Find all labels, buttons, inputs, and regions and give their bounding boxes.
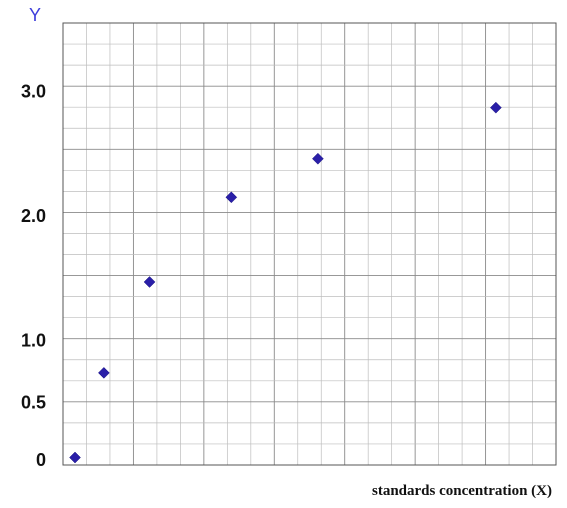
y-tick-label: 0.5 (21, 393, 46, 413)
y-tick-label: 2.0 (21, 206, 46, 226)
data-point (69, 451, 81, 464)
data-point (143, 276, 156, 288)
data-points (69, 101, 502, 464)
y-tick-label: 0 (36, 450, 46, 470)
data-point (490, 101, 502, 114)
x-axis-label: standards concentration (X) (372, 483, 552, 499)
data-point (98, 367, 110, 379)
y-tick-label: 1.0 (21, 330, 46, 350)
data-point (225, 191, 238, 204)
y-tick-labels: 0 0.5 1.0 2.0 3.0 (21, 81, 46, 470)
plot-frame (62, 22, 557, 466)
y-tick-label: 3.0 (21, 81, 46, 101)
y-axis-label: Y (29, 5, 41, 25)
data-point (312, 152, 324, 165)
grid (62, 22, 557, 466)
